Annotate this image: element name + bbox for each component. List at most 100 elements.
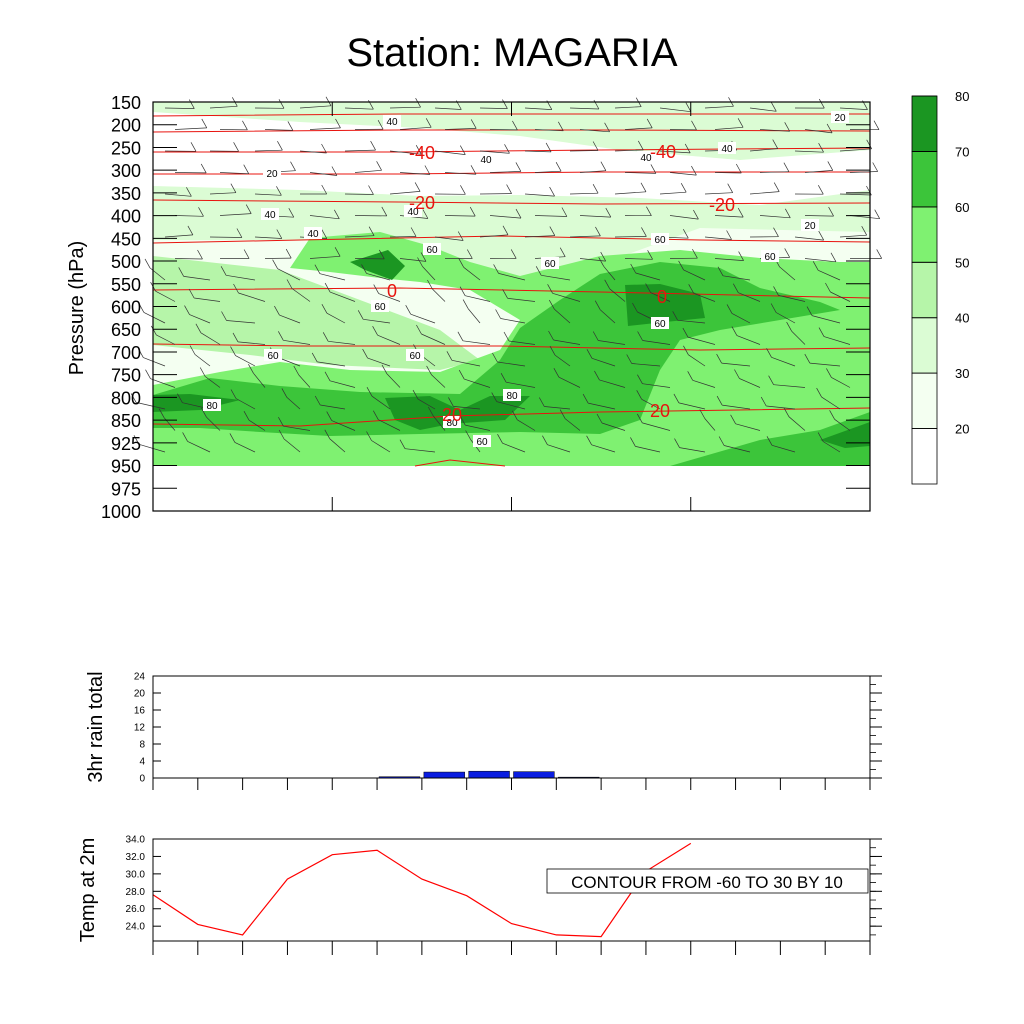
wind-barb-flag [457,331,464,341]
wind-barb-flag [187,225,194,236]
wind-barb [219,213,252,216]
wind-barb [564,418,581,431]
wind-barb [238,292,266,302]
wind-barb [569,107,599,110]
wind-barb-flag [314,264,321,274]
wind-barb [138,443,166,453]
wind-barb [421,333,446,345]
colorbar: 20 30 40 50 60 70 80 [911,89,969,485]
wind-barb [226,274,256,281]
wind-barb-flag [691,120,697,130]
wind-barb-flag [274,305,280,316]
wind-barb-flag [646,206,652,216]
wind-barb-flag [770,102,777,112]
wind-barb-flag [770,303,777,313]
wind-barb [759,171,789,173]
temp2m-y-tick-label: 24.0 [126,922,146,933]
wind-barb [444,172,477,175]
wind-barb [614,191,647,195]
wind-barb-flag [828,206,834,217]
wind-barb-flag [687,371,694,381]
wind-barb-flag [876,249,883,259]
colorbar-label: 40 [955,311,969,326]
wind-barb [444,128,477,130]
wind-barb-flag [417,257,423,267]
temperature-contour-label: -40 [650,142,676,162]
wind-barb [237,341,266,345]
wind-barb-flag [549,345,556,356]
wind-barb-flag [381,364,388,375]
wind-barb [524,193,555,197]
wind-barb [678,402,706,410]
wind-barb-flag [366,387,373,397]
wind-barb-flag [773,286,779,296]
wind-barb [601,422,626,431]
wind-barb [291,288,311,302]
pressure-tick-label: 550 [111,275,141,295]
wind-barb-flag [415,98,421,108]
wind-barb-flag [357,310,364,320]
wind-barb [386,373,401,388]
wind-barb [189,314,211,324]
wind-barb-flag [199,367,206,377]
wind-barb-flag [549,226,556,236]
rain-y-tick-label: 24 [134,672,146,683]
pressure-tick-label: 200 [111,116,141,136]
wind-barb [553,339,581,345]
wind-barb-flag [502,225,509,235]
wind-barb [688,354,706,367]
pressure-tick-label: 700 [111,343,141,363]
wind-barb [432,288,446,302]
wind-barb [309,172,337,176]
colorbar-label: 60 [955,200,969,215]
wind-barb-flag [177,393,183,403]
humidity-contour-label: 60 [409,351,421,362]
wind-barb-flag [650,164,657,174]
wind-barb [614,236,647,238]
wind-barb-flag [735,163,742,174]
wind-barb [371,395,391,410]
wind-barb [683,269,706,281]
wind-barb-flag [784,248,791,258]
wind-barb-flag [285,248,292,259]
wind-barb [569,235,601,238]
wind-barb-flag [324,371,331,381]
wind-barb-flag [230,183,237,193]
wind-barb [809,362,841,367]
humidity-contour-label-bg [443,416,461,428]
wind-barb [389,150,422,155]
wind-barb-flag [278,417,284,427]
temp2m-panel: 24.0 26.0 28.0 30.0 32.0 34.0 Temp at 2m CONT… [77,835,882,955]
pressure-tick-label: 975 [111,479,141,499]
wind-barb-flag [362,348,368,359]
wind-barb [804,129,833,134]
wind-barb-flag [377,120,384,130]
wind-barb-flag [150,325,157,336]
wind-barb-flag [493,264,499,274]
wind-barb-flag [559,409,566,419]
humidity-contour-label: 60 [476,437,488,448]
wind-barb-flag [321,304,328,314]
wind-barb-flag [470,119,477,129]
wind-barb [309,255,341,259]
wind-barb-flag [189,345,196,355]
wind-barb-flag [145,369,151,379]
wind-barb-flag [182,432,188,442]
humidity-contour-label: 20 [804,221,816,232]
wind-barb-flag [137,348,144,358]
wind-barb-flag [426,365,432,376]
humidity-contour-label-bg [831,111,849,123]
wind-barb-flag [201,407,207,418]
wind-barb-flag [372,326,378,336]
wind-barb [704,236,732,240]
y-axis-label: Pressure (hPa) [66,241,88,376]
wind-barb [344,193,374,195]
temp2m-y-tick-label: 32.0 [126,852,146,863]
wind-barb [804,258,837,263]
wind-barb [264,129,293,131]
humidity-contour-label-bg [541,257,559,269]
wind-barb-flag [783,407,790,417]
wind-barb-flag [286,279,293,289]
wind-barb [534,170,562,173]
wind-barb [704,418,716,431]
